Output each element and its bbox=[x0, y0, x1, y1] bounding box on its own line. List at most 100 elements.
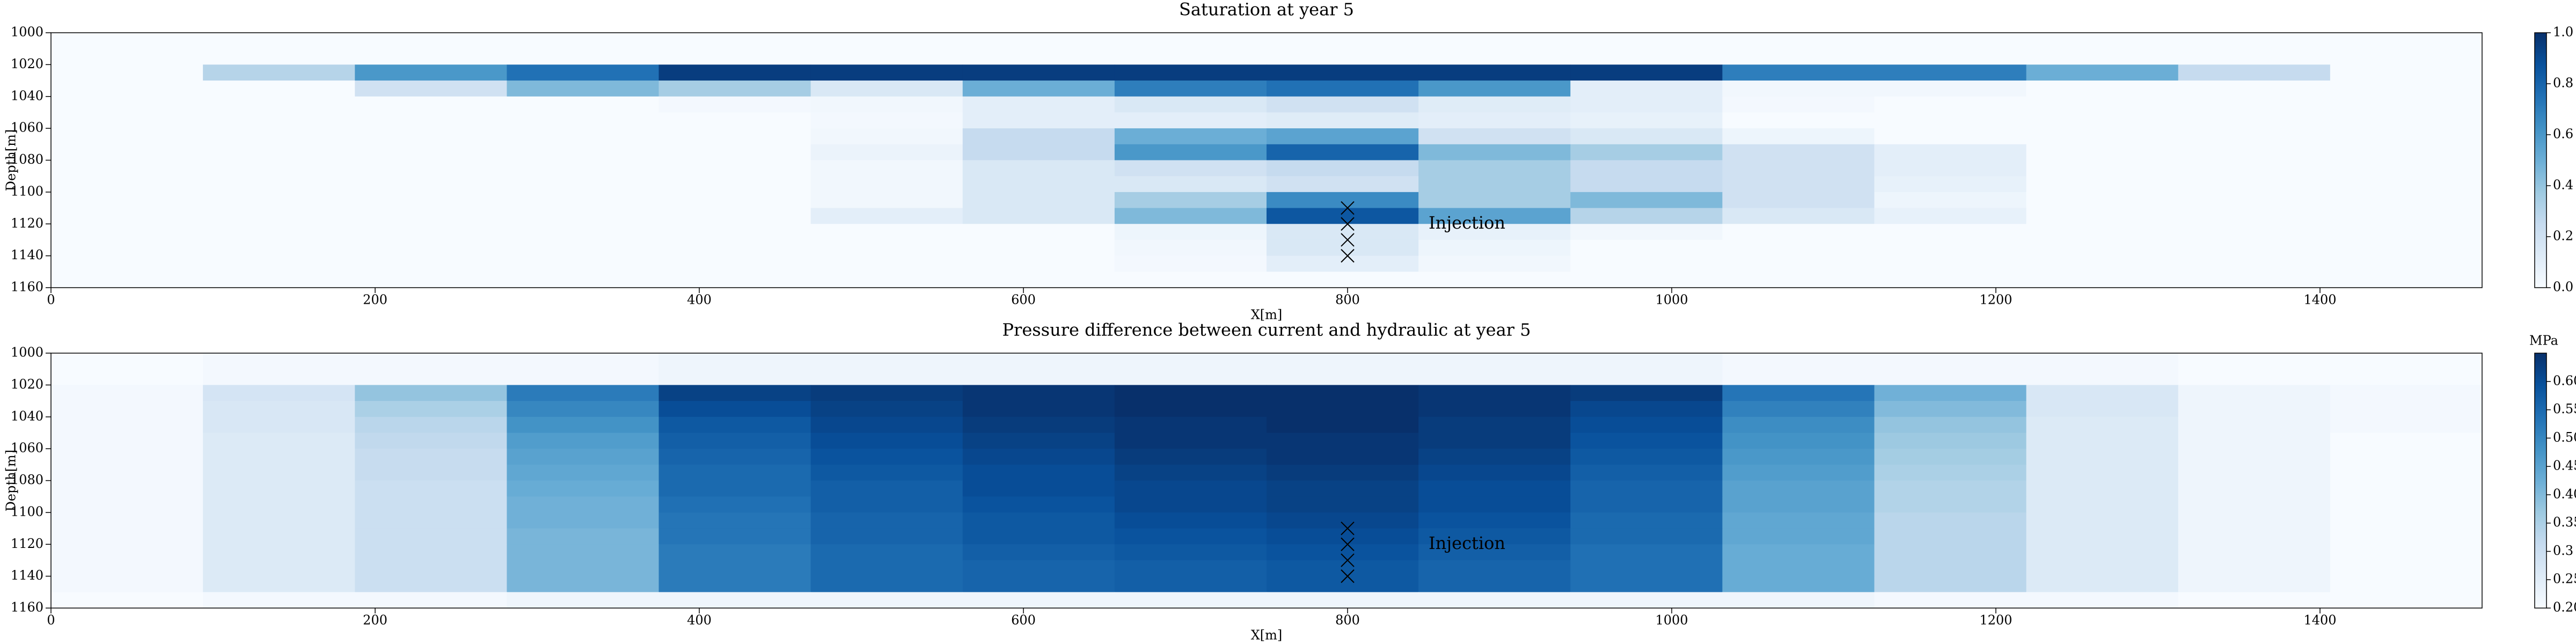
heat-cell bbox=[2178, 192, 2331, 209]
injection-marker bbox=[1341, 217, 1355, 231]
heat-cell bbox=[1570, 416, 1723, 433]
heat-cell bbox=[2178, 576, 2331, 592]
heat-cell bbox=[2178, 401, 2331, 418]
heat-cell bbox=[1267, 433, 1419, 449]
heat-cell bbox=[51, 239, 203, 257]
heat-cell bbox=[1722, 544, 1875, 561]
x-tick-label: 200 bbox=[363, 292, 387, 308]
heat-cell bbox=[1267, 416, 1419, 433]
heat-cell bbox=[2330, 560, 2483, 577]
heat-cell bbox=[1874, 449, 2027, 465]
heat-cell bbox=[2330, 208, 2483, 224]
heat-cell bbox=[1418, 528, 1571, 545]
heat-cell bbox=[1570, 464, 1723, 481]
heat-cell bbox=[1570, 433, 1723, 449]
heat-cell bbox=[658, 544, 811, 561]
heat-cell bbox=[1874, 239, 2027, 257]
heat-cell bbox=[1874, 512, 2027, 529]
heat-cell bbox=[1114, 353, 1267, 370]
x-tick-label: 1400 bbox=[2303, 613, 2336, 628]
colorbar-tick-label: 0.35 bbox=[2553, 515, 2576, 530]
y-tick-label: 1140 bbox=[11, 568, 43, 583]
heat-cell bbox=[2026, 192, 2179, 209]
heat-cell bbox=[1570, 592, 1723, 609]
heat-cell bbox=[962, 272, 1115, 288]
heat-cell bbox=[1570, 48, 1723, 65]
x-tick-label: 0 bbox=[47, 292, 55, 308]
heat-cell bbox=[2330, 416, 2483, 433]
injection-marker bbox=[1341, 521, 1355, 536]
x-tick-label: 800 bbox=[1335, 292, 1360, 308]
heat-cell bbox=[1418, 401, 1571, 418]
heat-cell bbox=[51, 272, 203, 288]
injection-marker bbox=[1341, 553, 1355, 567]
heat-cell bbox=[1722, 255, 1875, 272]
heat-cell bbox=[1722, 369, 1875, 385]
heat-cell bbox=[1267, 576, 1419, 592]
heat-cell bbox=[355, 416, 507, 433]
heat-cell bbox=[658, 96, 811, 113]
colorbar-label: MPa bbox=[2529, 333, 2558, 348]
heat-cell bbox=[2026, 480, 2179, 497]
heat-cell bbox=[658, 64, 811, 81]
heat-cell bbox=[1114, 112, 1267, 129]
heat-cell bbox=[1114, 576, 1267, 592]
heat-cell bbox=[962, 369, 1115, 385]
heat-cell bbox=[507, 160, 659, 177]
heat-cell bbox=[2026, 112, 2179, 129]
heat-cell bbox=[1267, 385, 1419, 401]
y-tick-label: 1160 bbox=[11, 280, 43, 295]
heat-cell bbox=[2178, 560, 2331, 577]
heat-cell bbox=[2026, 353, 2179, 370]
heat-cell bbox=[1874, 144, 2027, 160]
heat-cell bbox=[51, 433, 203, 449]
heat-cell bbox=[507, 176, 659, 193]
heat-cell bbox=[962, 560, 1115, 577]
heat-cell bbox=[1267, 560, 1419, 577]
heat-cell bbox=[2026, 224, 2179, 240]
heat-cell bbox=[1570, 576, 1723, 592]
heat-cell bbox=[507, 369, 659, 385]
heat-cell bbox=[962, 64, 1115, 81]
heat-cell bbox=[355, 369, 507, 385]
heat-cell bbox=[507, 544, 659, 561]
heat-cell bbox=[1722, 64, 1875, 81]
y-tick-label: 1020 bbox=[11, 377, 43, 392]
heat-cell bbox=[2026, 160, 2179, 177]
heat-cell bbox=[507, 48, 659, 65]
heat-cell bbox=[51, 544, 203, 561]
heat-cell bbox=[203, 480, 355, 497]
x-tick-label: 600 bbox=[1011, 292, 1036, 308]
heat-cell bbox=[1570, 385, 1723, 401]
heat-cell bbox=[810, 48, 963, 65]
heat-cell bbox=[2178, 433, 2331, 449]
heat-cell bbox=[1874, 272, 2027, 288]
heat-cell bbox=[2026, 401, 2179, 418]
heat-cell bbox=[507, 208, 659, 224]
heat-cell bbox=[51, 369, 203, 385]
heat-cell bbox=[1418, 144, 1571, 160]
heat-cell bbox=[51, 128, 203, 145]
heat-cell bbox=[1722, 528, 1875, 545]
x-tick-label: 1200 bbox=[1979, 292, 2012, 308]
heat-cell bbox=[962, 449, 1115, 465]
heat-cell bbox=[1418, 33, 1571, 49]
heat-cell bbox=[2026, 80, 2179, 97]
heat-cell bbox=[810, 369, 963, 385]
heat-cell bbox=[2178, 272, 2331, 288]
heat-cell bbox=[355, 64, 507, 81]
heat-cell bbox=[962, 128, 1115, 145]
heat-cell bbox=[51, 592, 203, 609]
heat-cell bbox=[1570, 528, 1723, 545]
heat-cell bbox=[1874, 160, 2027, 177]
heat-cell bbox=[962, 255, 1115, 272]
heat-cell bbox=[1114, 48, 1267, 65]
y-tick-label: 1100 bbox=[11, 184, 43, 199]
x-axis-label: X[m] bbox=[1251, 308, 1283, 323]
heat-cell bbox=[51, 528, 203, 545]
heat-cell bbox=[203, 176, 355, 193]
heat-cell bbox=[962, 353, 1115, 370]
colorbar-tick-label: 0.50 bbox=[2553, 430, 2576, 445]
heat-cell bbox=[1267, 176, 1419, 193]
heat-cell bbox=[1418, 96, 1571, 113]
